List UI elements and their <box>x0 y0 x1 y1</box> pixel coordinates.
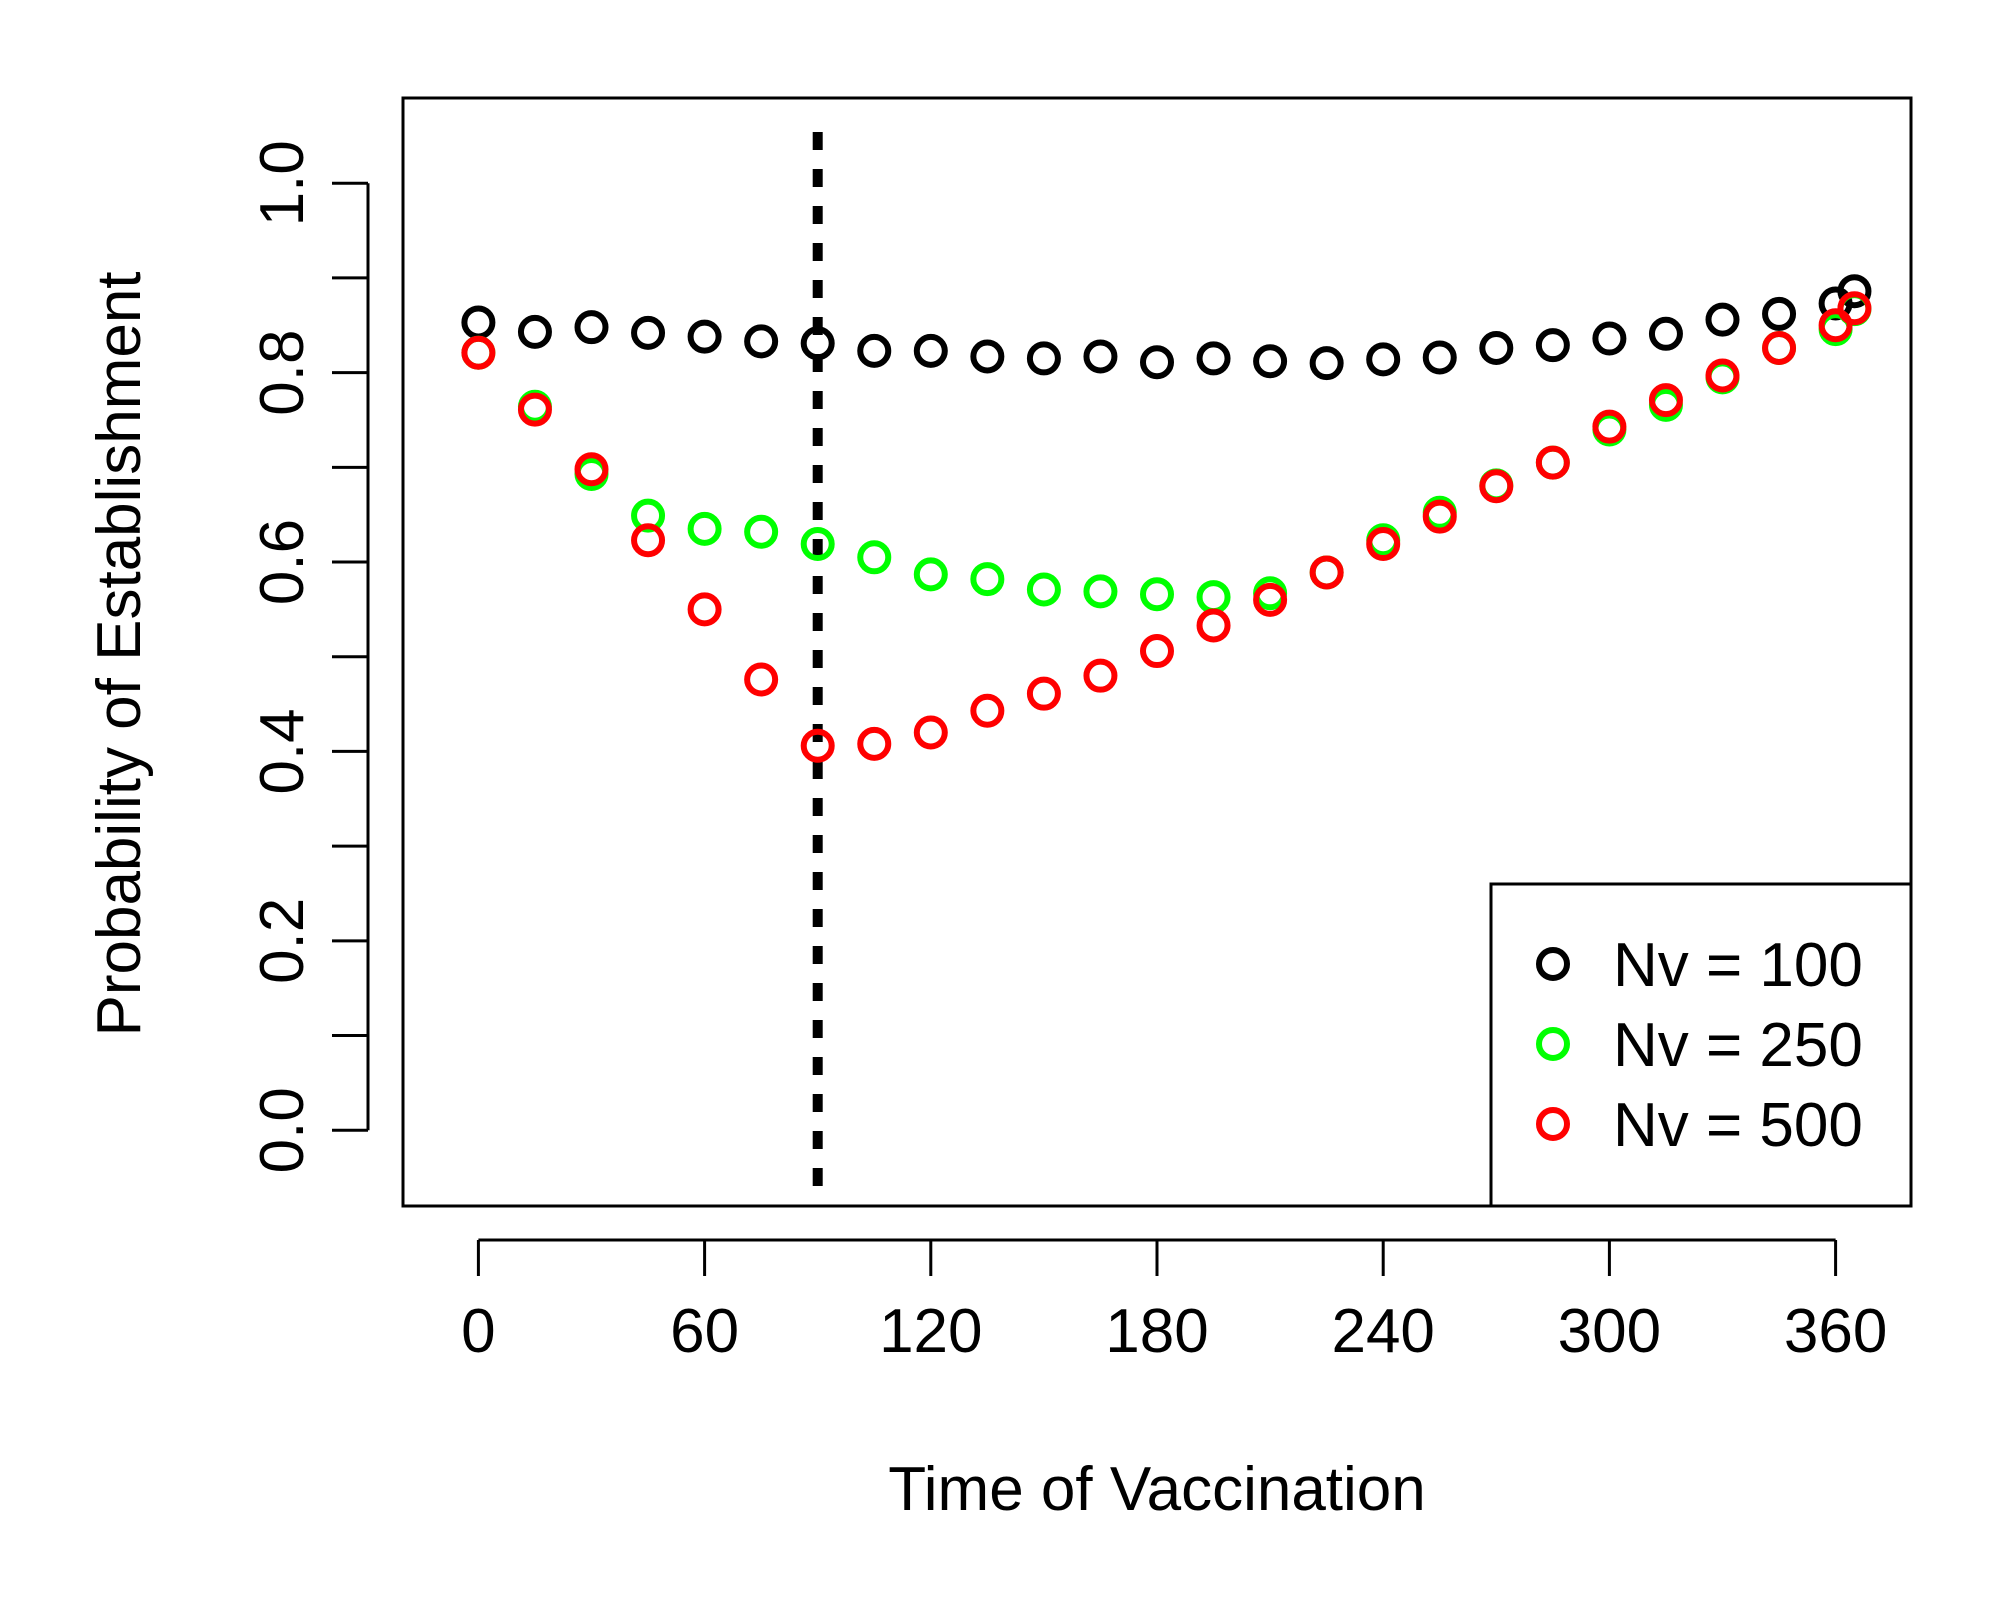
legend-box <box>1489 882 1913 1208</box>
data-point <box>631 498 666 533</box>
x-tick-label: 240 <box>1331 1297 1434 1366</box>
data-point <box>1535 328 1570 363</box>
data-point <box>800 728 835 763</box>
data-point <box>1309 555 1344 590</box>
data-point <box>857 726 892 761</box>
x-tick-label: 180 <box>1105 1297 1208 1366</box>
x-tick-label: 120 <box>879 1297 982 1366</box>
data-point <box>574 310 609 345</box>
data-point <box>913 715 948 750</box>
x-tick-label: 60 <box>670 1297 739 1366</box>
data-point <box>1479 331 1514 366</box>
data-point <box>687 511 722 546</box>
y-tick-label: 0.0 <box>248 1087 317 1173</box>
legend-marker <box>1536 1027 1570 1061</box>
data-point <box>1253 582 1288 617</box>
data-point <box>1309 346 1344 381</box>
data-point <box>1083 339 1118 374</box>
data-point <box>1026 341 1061 376</box>
data-point <box>1479 469 1514 504</box>
data-point <box>1648 383 1683 418</box>
data-point <box>1818 308 1853 343</box>
data-point <box>970 562 1005 597</box>
data-point <box>857 333 892 368</box>
data-point <box>1366 527 1401 562</box>
data-point <box>970 693 1005 728</box>
data-point <box>1762 331 1797 366</box>
data-point <box>1837 274 1872 309</box>
legend-marker <box>1536 947 1570 981</box>
plot-frame <box>401 96 1913 1208</box>
data-point <box>1140 634 1174 669</box>
x-tick-label: 360 <box>1784 1297 1887 1366</box>
data-point <box>574 452 609 487</box>
data-point <box>1083 658 1118 693</box>
y-tick-label: 0.6 <box>248 519 317 605</box>
data-point <box>517 392 552 427</box>
data-point <box>1140 345 1174 380</box>
y-tick-label: 0.2 <box>248 898 317 984</box>
data-point <box>744 324 779 359</box>
data-point <box>744 662 779 697</box>
data-point <box>461 335 496 370</box>
data-point <box>1366 342 1401 377</box>
data-point <box>913 333 948 368</box>
data-point <box>1196 341 1231 376</box>
series-1 <box>461 274 1872 381</box>
data-point <box>687 319 722 354</box>
data-point <box>1762 296 1797 331</box>
data-point <box>1592 321 1627 356</box>
y-axis-title: Probability of Establishment <box>85 271 154 1036</box>
data-point <box>631 315 666 350</box>
axes: 0 60 120 180 240 300 360 0.0 0.2 0.4 0.6 0.8 1.0 <box>248 140 1887 1366</box>
data-point <box>913 557 948 592</box>
data-point <box>1196 608 1231 643</box>
x-tick-label: 0 <box>461 1297 495 1366</box>
data-point <box>1026 676 1061 711</box>
data-point <box>1705 358 1740 393</box>
data-point <box>970 339 1005 374</box>
data-point <box>1422 340 1457 375</box>
data-point <box>1592 409 1627 444</box>
data-point <box>800 326 835 361</box>
data-point <box>744 514 779 549</box>
data-point <box>857 540 892 575</box>
y-tick-label: 0.8 <box>248 330 317 416</box>
data-point <box>800 527 835 562</box>
data-point <box>1422 499 1457 534</box>
data-point <box>1705 302 1740 337</box>
y-tick-label: 0.4 <box>248 708 317 794</box>
plot-area <box>461 132 1872 1206</box>
legend-label: Nv = 100 <box>1613 931 1863 1000</box>
x-tick-label: 300 <box>1558 1297 1661 1366</box>
y-tick-label: 1.0 <box>248 140 317 226</box>
data-point <box>1535 445 1570 480</box>
data-point <box>1253 344 1288 379</box>
x-axis-title: Time of Vaccination <box>888 1455 1426 1524</box>
data-point <box>687 592 722 627</box>
data-point <box>1083 574 1118 609</box>
legend-label: Nv = 250 <box>1613 1011 1863 1080</box>
data-point <box>517 314 552 349</box>
data-point <box>1837 291 1872 326</box>
data-point <box>631 523 666 558</box>
data-point <box>1648 316 1683 351</box>
legend-marker <box>1536 1107 1570 1141</box>
legend-label: Nv = 500 <box>1613 1091 1863 1160</box>
data-point <box>1140 577 1174 612</box>
series-3 <box>461 291 1872 763</box>
legend: Nv = 100 Nv = 250 Nv = 500 <box>1489 882 1913 1208</box>
data-point <box>1026 572 1061 607</box>
